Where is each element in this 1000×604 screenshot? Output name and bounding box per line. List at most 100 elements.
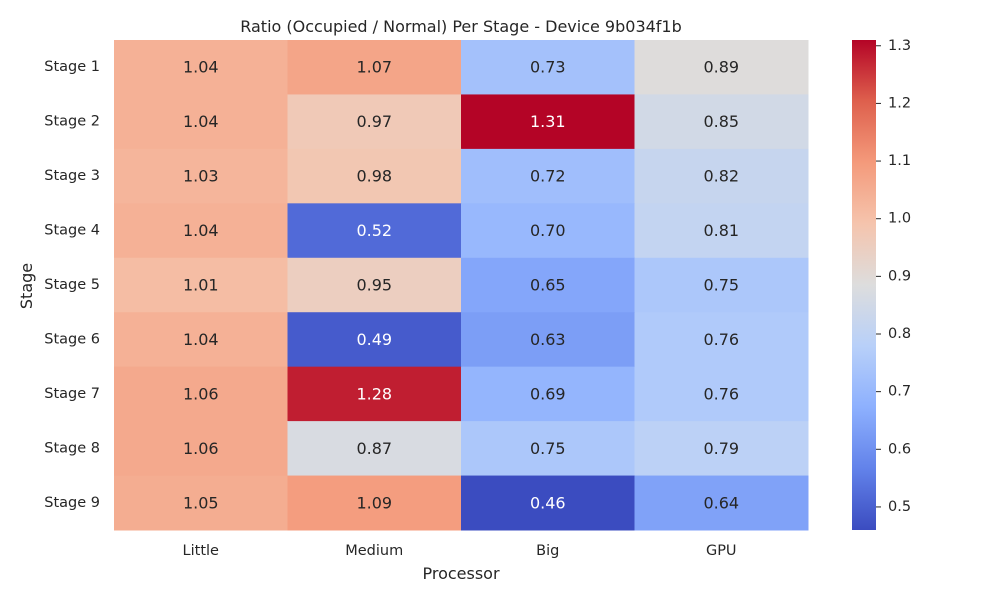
heatmap-cell bbox=[287, 94, 462, 150]
y-tick-label: Stage 6 bbox=[44, 331, 100, 347]
y-tick-label: Stage 1 bbox=[44, 59, 100, 75]
y-tick-label: Stage 3 bbox=[44, 168, 100, 184]
heatmap-cell bbox=[287, 421, 462, 477]
cell-value-label: 1.09 bbox=[356, 493, 392, 512]
heatmap-cell bbox=[287, 475, 462, 531]
heatmap-cell bbox=[634, 312, 809, 368]
heatmap-cell bbox=[114, 40, 288, 95]
heatmap-cell bbox=[114, 421, 288, 477]
cell-value-label: 0.65 bbox=[530, 276, 566, 295]
cell-value-label: 1.06 bbox=[183, 439, 219, 458]
cell-value-label: 0.72 bbox=[530, 167, 566, 186]
cell-value-label: 0.75 bbox=[703, 276, 739, 295]
colorbar-tick-label: 1.3 bbox=[888, 38, 911, 54]
cell-value-label: 0.81 bbox=[703, 221, 739, 240]
heatmap-cell bbox=[287, 203, 462, 259]
x-axis-label: Processor bbox=[422, 564, 499, 583]
cell-value-label: 0.87 bbox=[356, 439, 392, 458]
cell-value-label: 0.64 bbox=[703, 493, 739, 512]
cell-value-label: 1.03 bbox=[183, 167, 219, 186]
heatmap-cell bbox=[287, 312, 462, 368]
heatmap-cell bbox=[461, 40, 635, 95]
heatmap-cell bbox=[634, 421, 809, 477]
heatmap-cell bbox=[114, 312, 288, 368]
y-tick-label: Stage 9 bbox=[44, 495, 100, 511]
cell-value-label: 0.76 bbox=[703, 330, 739, 349]
cell-value-label: 0.85 bbox=[703, 112, 739, 131]
colorbar-tick-label: 1.2 bbox=[888, 95, 911, 111]
cell-value-label: 0.75 bbox=[530, 439, 566, 458]
heatmap-cell bbox=[634, 475, 809, 531]
heatmap-cell bbox=[461, 421, 635, 477]
heatmap-cell bbox=[634, 257, 809, 313]
cell-value-label: 1.04 bbox=[183, 112, 219, 131]
heatmap-cell bbox=[461, 366, 635, 422]
x-tick-label: Medium bbox=[345, 543, 403, 559]
cell-value-label: 0.76 bbox=[703, 384, 739, 403]
colorbar-tick-label: 0.8 bbox=[888, 326, 911, 342]
y-tick-label: Stage 2 bbox=[44, 114, 100, 130]
cell-value-label: 0.95 bbox=[356, 276, 392, 295]
cell-value-label: 0.73 bbox=[530, 58, 566, 77]
heatmap-cell bbox=[287, 257, 462, 313]
colorbar-tick-label: 1.1 bbox=[888, 153, 911, 169]
x-tick-labels: Little Medium Big GPU bbox=[183, 543, 737, 559]
y-tick-label: Stage 7 bbox=[44, 386, 100, 402]
colorbar-ticks: 0.5 0.6 0.7 0.8 0.9 1.0 1.1 1.2 1.3 bbox=[876, 38, 911, 515]
heatmap-cell bbox=[114, 257, 288, 313]
cell-value-label: 1.05 bbox=[183, 493, 219, 512]
colorbar-tick-label: 1.0 bbox=[888, 211, 911, 227]
heatmap-cell bbox=[287, 40, 462, 95]
cell-value-label: 0.82 bbox=[703, 167, 739, 186]
cell-value-label: 0.79 bbox=[703, 439, 739, 458]
y-tick-labels: Stage 1 Stage 2 Stage 3 Stage 4 Stage 5 Stage… bbox=[44, 59, 100, 511]
heatmap-cell bbox=[114, 475, 288, 531]
cell-value-label: 1.01 bbox=[183, 276, 219, 295]
colorbar-tick-label: 0.7 bbox=[888, 384, 911, 400]
y-tick-label: Stage 4 bbox=[44, 223, 100, 239]
heatmap-cell bbox=[634, 148, 809, 204]
cell-value-label: 1.04 bbox=[183, 221, 219, 240]
colorbar-gradient bbox=[852, 40, 876, 530]
heatmap-cell bbox=[114, 203, 288, 259]
cell-value-label: 0.89 bbox=[703, 58, 739, 77]
heatmap-cell bbox=[114, 94, 288, 150]
cell-value-label: 1.06 bbox=[183, 384, 219, 403]
chart-title: Ratio (Occupied / Normal) Per Stage - De… bbox=[240, 17, 682, 36]
cell-value-label: 1.07 bbox=[356, 58, 392, 77]
x-tick-label: Little bbox=[183, 543, 220, 559]
colorbar-tick-label: 0.9 bbox=[888, 268, 911, 284]
heatmap-cell bbox=[461, 312, 635, 368]
cell-value-label: 0.97 bbox=[356, 112, 392, 131]
heatmap-cell bbox=[114, 148, 288, 204]
heatmap-cell bbox=[461, 203, 635, 259]
cell-value-label: 0.63 bbox=[530, 330, 566, 349]
heatmap-cells bbox=[114, 40, 809, 531]
cell-value-label: 1.31 bbox=[530, 112, 566, 131]
cell-value-label: 0.70 bbox=[530, 221, 566, 240]
cell-value-label: 0.46 bbox=[530, 493, 566, 512]
colorbar-tick-label: 0.5 bbox=[888, 499, 911, 515]
colorbar-tick-label: 0.6 bbox=[888, 441, 911, 457]
x-tick-label: Big bbox=[536, 543, 559, 559]
heatmap-cell bbox=[461, 257, 635, 313]
x-tick-label: GPU bbox=[706, 543, 737, 559]
cell-value-label: 1.04 bbox=[183, 58, 219, 77]
cell-value-label: 0.52 bbox=[356, 221, 392, 240]
heatmap-cell bbox=[634, 203, 809, 259]
heatmap-cell bbox=[287, 366, 462, 422]
y-tick-label: Stage 5 bbox=[44, 277, 100, 293]
cell-value-label: 1.28 bbox=[356, 384, 392, 403]
cell-value-label: 0.49 bbox=[356, 330, 392, 349]
heatmap-cell bbox=[461, 94, 635, 150]
heatmap-cell bbox=[634, 366, 809, 422]
cell-value-label: 0.69 bbox=[530, 384, 566, 403]
y-tick-label: Stage 8 bbox=[44, 440, 100, 456]
heatmap-cell bbox=[287, 148, 462, 204]
colorbar: 0.5 0.6 0.7 0.8 0.9 1.0 1.1 1.2 1.3 bbox=[852, 38, 911, 530]
y-axis-label: Stage bbox=[17, 263, 36, 309]
cell-value-label: 0.98 bbox=[356, 167, 392, 186]
heatmap-cell-labels: 1.04 1.07 0.73 0.89 1.04 0.97 1.31 0.85 1.03 0.98… bbox=[183, 58, 739, 513]
